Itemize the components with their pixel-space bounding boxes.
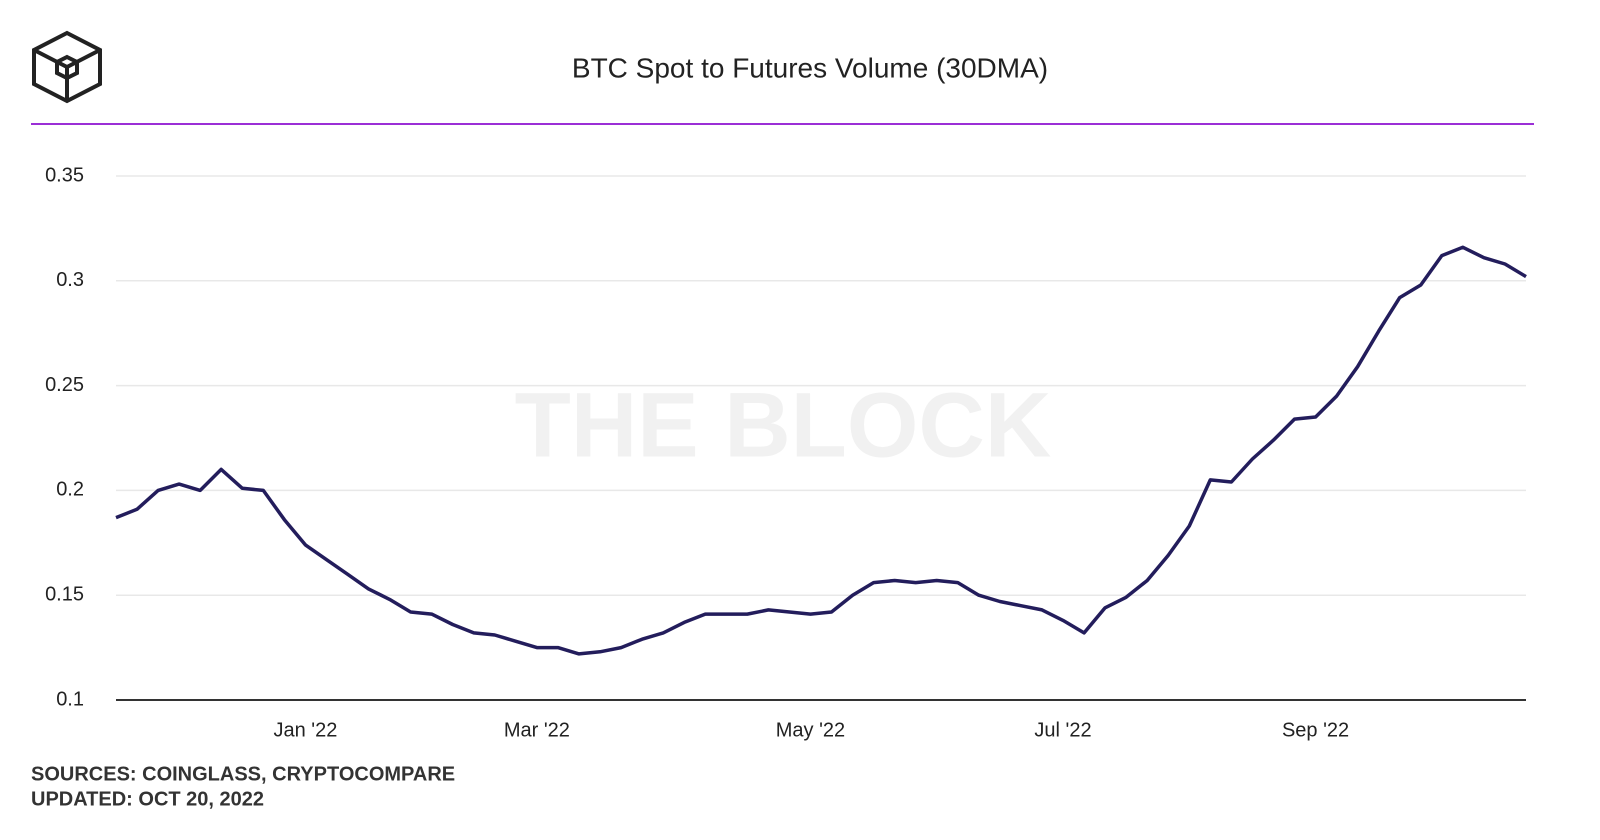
y-tick-label: 0.3	[56, 269, 84, 291]
x-tick-label: May '22	[776, 719, 845, 741]
chart-title: BTC Spot to Futures Volume (30DMA)	[572, 52, 1048, 83]
x-tick-label: Mar '22	[504, 719, 570, 741]
x-tick-label: Jul '22	[1034, 719, 1091, 741]
y-tick-label: 0.15	[45, 583, 84, 605]
y-tick-label: 0.1	[56, 688, 84, 710]
y-tick-label: 0.2	[56, 479, 84, 501]
watermark: THE BLOCK	[515, 374, 1052, 476]
updated: UPDATED: OCT 20, 2022	[31, 788, 264, 810]
x-tick-label: Sep '22	[1282, 719, 1349, 741]
logo	[32, 30, 102, 104]
y-tick-label: 0.35	[45, 164, 84, 186]
x-tick-label: Jan '22	[273, 719, 337, 741]
line	[115, 245, 1527, 656]
sources: SOURCES: COINGLASS, CRYPTOCOMPARE	[31, 763, 455, 785]
y-tick-label: 0.25	[45, 374, 84, 396]
